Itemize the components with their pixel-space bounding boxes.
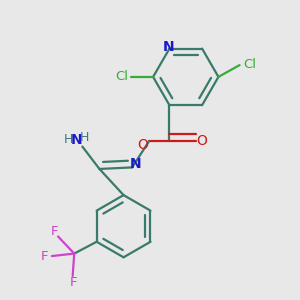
Text: Cl: Cl [115, 70, 128, 83]
Text: F: F [41, 250, 49, 263]
Text: F: F [51, 225, 59, 238]
Text: H: H [80, 131, 89, 144]
Text: H: H [64, 133, 73, 146]
Text: Cl: Cl [243, 58, 256, 70]
Text: N: N [163, 40, 174, 54]
Text: N: N [71, 133, 82, 147]
Text: O: O [138, 138, 148, 152]
Text: F: F [70, 276, 77, 289]
Text: N: N [129, 157, 141, 171]
Text: O: O [197, 134, 208, 148]
